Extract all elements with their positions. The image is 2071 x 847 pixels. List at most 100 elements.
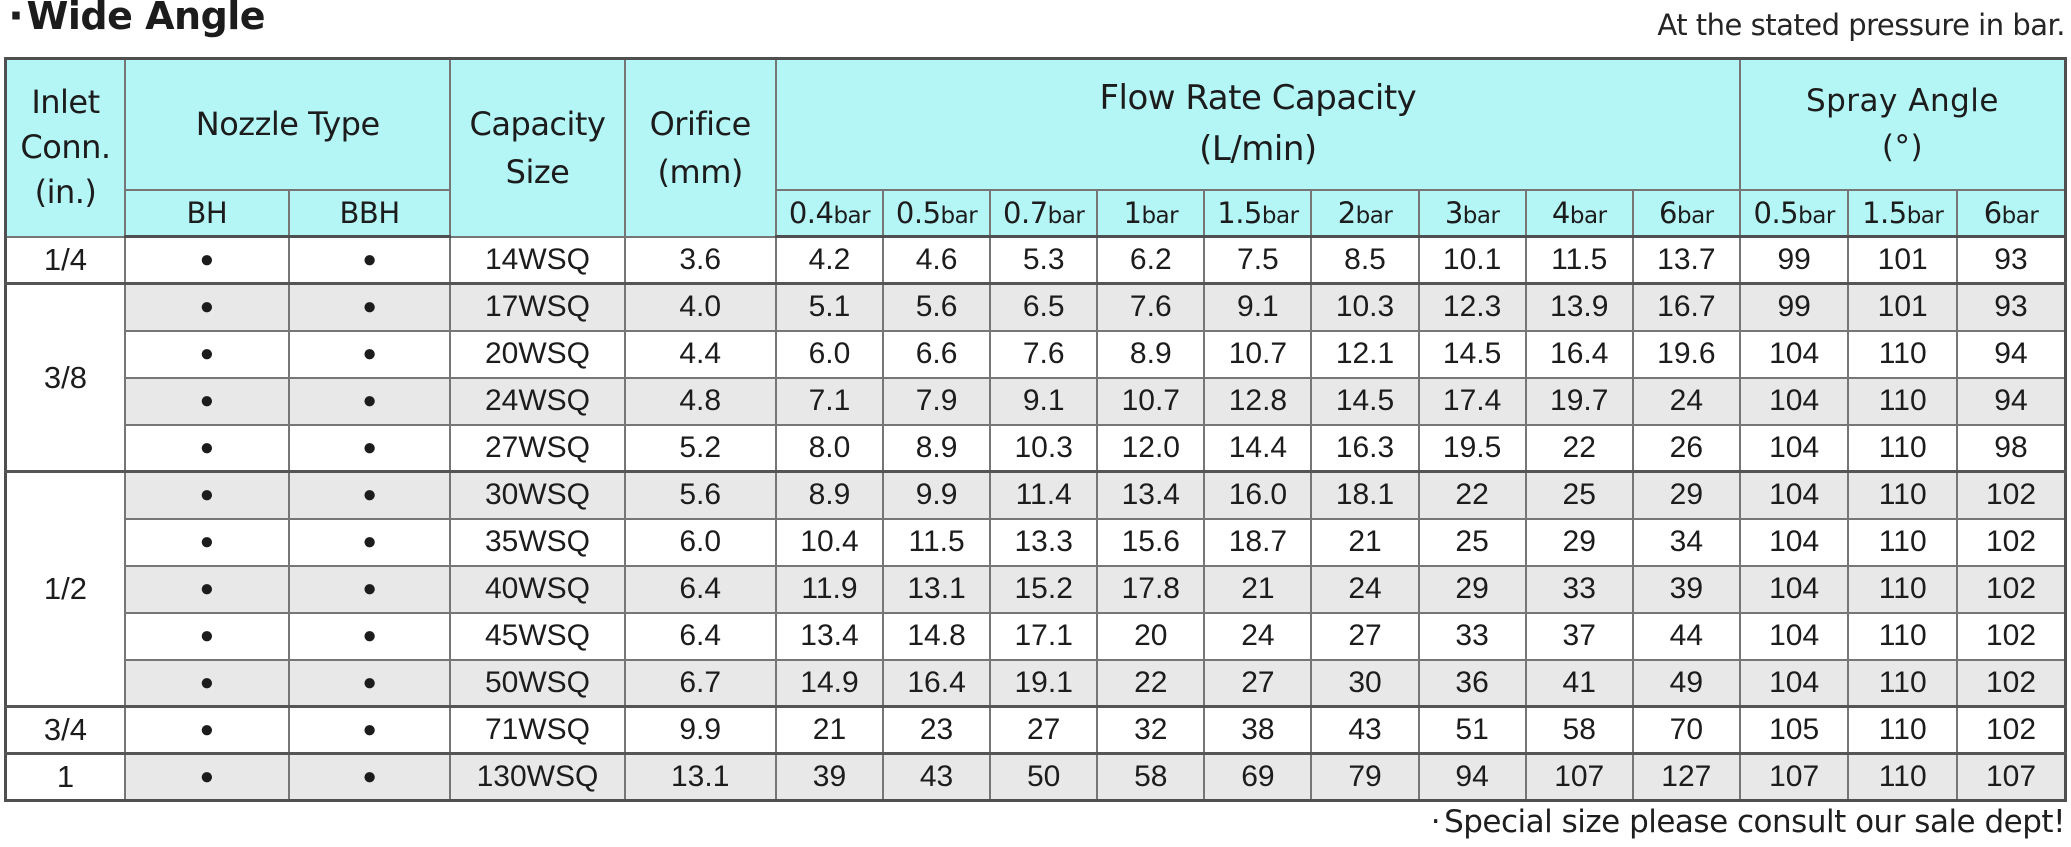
flow-pressure-4bar: 4bar (1524, 188, 1634, 238)
flow-value-cell: 7.5 (1203, 235, 1313, 285)
spray-angle-cell: 107 (1738, 752, 1850, 802)
flow-value-cell: 21 (1203, 564, 1313, 614)
flow-value-cell: 13.3 (989, 517, 1099, 567)
flow-value-cell: 6.0 (774, 329, 885, 379)
flow-value-cell: 51 (1417, 705, 1527, 755)
spray-angle-cell: 104 (1738, 658, 1850, 708)
flow-value-cell: 6.5 (989, 282, 1099, 332)
header-capacity-size: Capacity Size (449, 57, 626, 238)
flow-value-cell: 9.1 (989, 376, 1099, 426)
capacity-size-cell: 35WSQ (449, 517, 626, 567)
spray-angle-cell: 104 (1738, 611, 1850, 661)
flow-value-cell: 14.5 (1310, 376, 1420, 426)
capacity-size-cell: 45WSQ (449, 611, 626, 661)
spray-angle-cell: 102 (1955, 705, 2067, 755)
capacity-size-cell: 40WSQ (449, 564, 626, 614)
flow-value-cell: 13.7 (1631, 235, 1741, 285)
flow-value-cell: 17.4 (1417, 376, 1527, 426)
flow-value-cell: 10.3 (989, 423, 1099, 473)
flow-value-cell: 94 (1417, 752, 1527, 802)
flow-value-cell: 14.4 (1203, 423, 1313, 473)
flow-value-cell: 13.4 (774, 611, 885, 661)
flow-value-cell: 25 (1524, 470, 1634, 520)
orifice-cell: 6.4 (623, 611, 777, 661)
flow-value-cell: 44 (1631, 611, 1741, 661)
special-size-note: · Special size please consult our sale d… (1431, 804, 2066, 840)
flow-value-cell: 21 (1310, 517, 1420, 567)
nozzle-bbh-dot: ● (287, 752, 452, 802)
flow-value-cell: 41 (1524, 658, 1634, 708)
spray-angle-cell: 99 (1738, 235, 1850, 285)
flow-value-cell: 12.0 (1096, 423, 1206, 473)
flow-value-cell: 38 (1203, 705, 1313, 755)
flow-value-cell: 8.5 (1310, 235, 1420, 285)
flow-value-cell: 14.9 (774, 658, 885, 708)
title-bullet: · (8, 0, 24, 40)
flow-value-cell: 8.9 (774, 470, 885, 520)
spray-angle-cell: 104 (1738, 564, 1850, 614)
spray-angle-cell: 104 (1738, 376, 1850, 426)
nozzle-bh-dot: ● (123, 611, 290, 661)
nozzle-bbh-dot: ● (287, 705, 452, 755)
flow-value-cell: 29 (1417, 564, 1527, 614)
orifice-cell: 4.4 (623, 329, 777, 379)
flow-value-cell: 4.2 (774, 235, 885, 285)
table-row-14WSQ: 1/4 ● ● 14WSQ 3.6 4.2 4.6 5.3 6.2 7.5 8.5 10.1 11.5 1… (4, 235, 2067, 285)
spray-pressure-0.5bar: 0.5bar (1738, 188, 1850, 238)
spray-angle-cell: 101 (1847, 282, 1958, 332)
flow-value-cell: 29 (1524, 517, 1634, 567)
page-title-text: Wide Angle (26, 0, 266, 38)
flow-value-cell: 4.6 (882, 235, 992, 285)
flow-value-cell: 69 (1203, 752, 1313, 802)
flow-value-cell: 19.5 (1417, 423, 1527, 473)
flow-value-cell: 49 (1631, 658, 1741, 708)
flow-value-cell: 18.7 (1203, 517, 1313, 567)
flow-value-cell: 20 (1096, 611, 1206, 661)
nozzle-bh-dot: ● (123, 705, 290, 755)
orifice-cell: 3.6 (623, 235, 777, 285)
flow-value-cell: 43 (1310, 705, 1420, 755)
pressure-value: 1.5 (1862, 195, 1907, 230)
flow-value-cell: 16.4 (1524, 329, 1634, 379)
flow-value-cell: 14.8 (882, 611, 992, 661)
flow-value-cell: 13.4 (1096, 470, 1206, 520)
pressure-value: 1 (1123, 195, 1142, 230)
flow-value-cell: 16.4 (882, 658, 992, 708)
flow-pressure-0.4bar: 0.4bar (774, 188, 885, 238)
spray-angle-cell: 93 (1955, 282, 2067, 332)
pressure-value: 4 (1551, 195, 1570, 230)
flow-value-cell: 33 (1524, 564, 1634, 614)
spray-angle-cell: 94 (1955, 329, 2067, 379)
table-row-20WSQ: ● ● 20WSQ 4.4 6.0 6.6 7.6 8.9 10.7 12.1 14.5 16.4 19… (6, 329, 2067, 379)
spray-angle-cell: 110 (1847, 658, 1958, 708)
header-spray-angle: Spray Angle (°) (1738, 57, 2067, 191)
page-title: · Wide Angle (8, 0, 266, 40)
spray-angle-cell: 102 (1955, 611, 2067, 661)
flow-value-cell: 15.6 (1096, 517, 1206, 567)
flow-value-cell: 10.4 (774, 517, 885, 567)
flow-value-cell: 127 (1631, 752, 1741, 802)
flow-pressure-2bar: 2bar (1310, 188, 1420, 238)
flow-value-cell: 37 (1524, 611, 1634, 661)
flow-value-cell: 5.3 (989, 235, 1099, 285)
table-row-35WSQ: ● ● 35WSQ 6.0 10.4 11.5 13.3 15.6 18.7 21 25 29 34 10… (6, 517, 2067, 567)
capacity-size-cell: 24WSQ (449, 376, 626, 426)
spray-angle-cell: 102 (1955, 658, 2067, 708)
flow-value-cell: 19.1 (989, 658, 1099, 708)
table-row-71WSQ: 3/4 ● ● 71WSQ 9.9 21 23 27 32 38 43 51 58 70 105 110 102 (4, 705, 2067, 755)
pressure-unit: bar (1676, 202, 1714, 229)
header-flow-rate-capacity: Flow Rate Capacity (L/min) (774, 57, 1741, 191)
spray-angle-cell: 104 (1738, 423, 1850, 473)
flow-value-cell: 22 (1096, 658, 1206, 708)
special-size-note-text: Special size please consult our sale dep… (1444, 804, 2065, 840)
table-row-17WSQ: 3/8 ● ● 17WSQ 4.0 5.1 5.6 6.5 7.6 9.1 10.3 12.3 13.9… (4, 282, 2067, 473)
spray-angle-cell: 104 (1738, 329, 1850, 379)
spray-angle-cell: 94 (1955, 376, 2067, 426)
table-row-30WSQ: 1/2 ● ● 30WSQ 5.6 8.9 9.9 11.4 13.4 16.0 18.1 22 25 2… (4, 470, 2067, 708)
flow-value-cell: 27 (1203, 658, 1313, 708)
flow-value-cell: 24 (1310, 564, 1420, 614)
nozzle-bh-dot: ● (123, 658, 290, 708)
pressure-unit: bar (1462, 202, 1500, 229)
inlet-conn-cell: 1 (4, 752, 126, 802)
spray-angle-cell: 99 (1738, 282, 1850, 332)
